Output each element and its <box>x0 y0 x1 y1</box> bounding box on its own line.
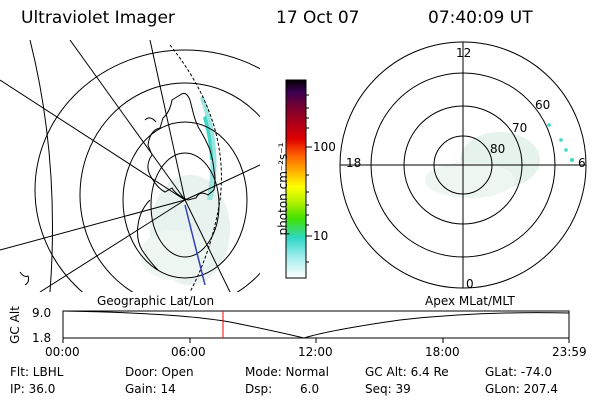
time-tick-1200: 12:00 <box>298 345 333 359</box>
polar-plot <box>339 41 587 289</box>
glon-label: GLon: 207.4 <box>485 382 558 396</box>
altitude-curve <box>62 310 570 339</box>
antarctica-coastline <box>19 92 216 286</box>
geographic-panel-label: Geographic Lat/Lon <box>97 294 215 308</box>
polar-lat-70: 70 <box>512 121 528 135</box>
colorbar <box>285 79 312 279</box>
colorbar-unit-label: photon cm⁻²s⁻¹ <box>276 142 290 236</box>
geographic-map <box>0 40 260 292</box>
colorbar-tick-100: 100 <box>313 140 336 154</box>
dsp-label: Dsp: <box>245 382 273 396</box>
altitude-strip <box>62 310 570 343</box>
date-label: 17 Oct 07 <box>276 8 360 28</box>
polar-lat-80: 80 <box>490 142 506 156</box>
apex-panel-label: Apex MLat/MLT <box>425 294 515 308</box>
polar-hour-right: 6 <box>578 156 586 170</box>
alt-tick-9: 9.0 <box>32 306 52 320</box>
dsp-value: 6.0 <box>300 382 320 396</box>
gc-alt-axis-label: GC Alt <box>8 306 22 344</box>
graticule <box>0 40 260 292</box>
mode-label: Mode: Normal <box>245 365 329 379</box>
gc-alt-label: GC Alt: 6.4 Re <box>365 365 449 379</box>
colorbar-tick-10: 10 <box>313 229 329 243</box>
seq-label: Seq: 39 <box>365 382 411 396</box>
time-tick-1800: 18:00 <box>425 345 460 359</box>
alt-tick-1-8: 1.8 <box>32 331 52 345</box>
terminator-curve <box>169 44 222 292</box>
time-tick-0600: 06:00 <box>171 345 206 359</box>
polar-hour-bottom: 0 <box>466 277 474 291</box>
glat-label: GLat: -74.0 <box>485 365 552 379</box>
ip-label: IP: 36.0 <box>10 382 56 396</box>
flt-label: Flt: LBHL <box>10 365 64 379</box>
aurora-dots <box>547 123 574 162</box>
gain-label: Gain: 14 <box>125 382 176 396</box>
ground-track <box>184 204 206 286</box>
polar-lat-60: 60 <box>535 98 551 112</box>
time-label: 07:40:09 UT <box>428 8 533 28</box>
polar-hour-top: 12 <box>456 46 472 60</box>
polar-hour-left: 18 <box>346 156 362 170</box>
time-tick-2359: 23:59 <box>552 345 587 359</box>
instrument-title: Ultraviolet Imager <box>21 8 175 28</box>
door-label: Door: Open <box>125 365 194 379</box>
time-tick-0000: 00:00 <box>45 345 80 359</box>
